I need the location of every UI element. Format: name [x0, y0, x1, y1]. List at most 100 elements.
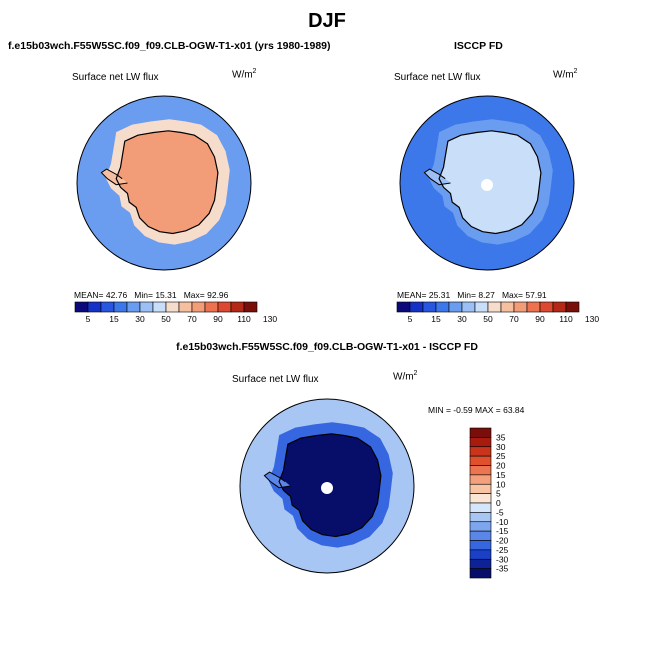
difference-colorbar-swatch-8 — [469, 502, 492, 513]
difference-coastline — [278, 433, 382, 538]
obs-max-label: Max= — [501, 290, 523, 300]
difference-colorbar-swatch-15 — [469, 568, 492, 579]
model-max-value: 92.96 — [207, 290, 229, 300]
obs-map-border — [399, 95, 575, 271]
difference-colorbar-swatch-3 — [469, 455, 492, 466]
model-colorbar-label-7: 130 — [263, 314, 277, 324]
model-colorbar-swatch-7 — [165, 301, 180, 313]
difference-colorbar-swatch-5 — [469, 474, 492, 485]
obs-colorbar-swatch-4 — [448, 301, 463, 313]
obs-colorbar-swatch-13 — [565, 301, 580, 313]
difference-colorbar-label-14: -35 — [496, 564, 509, 574]
model-max-label: Max= — [183, 290, 205, 300]
map-model — [76, 95, 252, 271]
obs-colorbar-label-2: 30 — [457, 314, 467, 324]
difference-colorbar-label-4: 15 — [496, 470, 506, 480]
difference-colorbar-label-9: -10 — [496, 517, 509, 527]
model-colorbar-swatch-6 — [152, 301, 167, 313]
model-units-base: W/m — [232, 69, 253, 81]
difference-colorbar-swatch-2 — [469, 446, 492, 457]
obs-max-value: 57.91 — [525, 290, 547, 300]
model-colorbar-label-4: 70 — [187, 314, 197, 324]
model-peninsula-field — [101, 169, 128, 185]
map-obs — [399, 95, 575, 271]
obs-colorbar-label-6: 110 — [559, 314, 573, 324]
obs-peninsula-field — [424, 169, 451, 185]
figure-title: DJF — [308, 10, 346, 32]
model-colorbar-swatch-13 — [243, 301, 258, 313]
difference-colorbar-swatch-4 — [469, 465, 492, 476]
model-colorbar-label-2: 30 — [135, 314, 145, 324]
difference-colorbar-label-13: -30 — [496, 554, 509, 564]
maps-layer — [76, 95, 575, 574]
model-continent-field — [116, 130, 218, 234]
obs-colorbar-label-1: 15 — [431, 314, 441, 324]
model-min-value: 15.31 — [155, 290, 177, 300]
model-colorbar-swatch-1 — [87, 301, 102, 313]
obs-colorbar-label-5: 90 — [535, 314, 545, 324]
difference-map-field — [240, 399, 414, 573]
obs-pole-missing — [481, 179, 493, 191]
difference-colorbar-label-3: 20 — [496, 461, 506, 471]
model-colorbar-label-3: 50 — [161, 314, 171, 324]
obs-panel-label: Surface net LW flux — [394, 72, 481, 83]
model-colorbar-label-0: 5 — [86, 314, 91, 324]
difference-colorbar-swatch-14 — [469, 558, 492, 569]
obs-colorbar-swatch-9 — [513, 301, 528, 313]
model-colorbar-swatch-12 — [230, 301, 245, 313]
difference-colorbar-label-1: 30 — [496, 442, 506, 452]
model-colorbar-swatch-9 — [191, 301, 206, 313]
map-difference — [239, 398, 415, 574]
model-colorbar-swatch-11 — [217, 301, 232, 313]
obs-stats: MEAN= 25.31 Min= 8.27 Max= 57.91 — [397, 290, 547, 300]
obs-colorbar-swatch-2 — [422, 301, 437, 313]
model-colorbar-label-5: 90 — [213, 314, 223, 324]
obs-colorbar-swatch-3 — [435, 301, 450, 313]
obs-coastline — [438, 130, 542, 235]
difference-colorbar-swatch-1 — [469, 437, 492, 448]
obs-colorbar-label-3: 50 — [483, 314, 493, 324]
obs-colorbar-label-7: 130 — [585, 314, 599, 324]
difference-colorbar-swatch-0 — [469, 427, 492, 438]
observation-title: ISCCP FD — [454, 40, 503, 52]
difference-peninsula-coastline — [263, 471, 291, 489]
model-map-border — [76, 95, 252, 271]
difference-colorbar-swatch-11 — [469, 530, 492, 541]
diff-panel-label: Surface net LW flux — [232, 374, 319, 385]
obs-colorbar-swatch-5 — [461, 301, 476, 313]
difference-colorbar-swatch-10 — [469, 521, 492, 532]
difference-colorbar-label-0: 35 — [496, 432, 506, 442]
obs-colorbar-swatch-11 — [539, 301, 554, 313]
model-coastline — [115, 130, 219, 235]
obs-colorbar-swatch-6 — [474, 301, 489, 313]
obs-peninsula-coastline — [423, 168, 451, 186]
obs-colorbar-swatch-1 — [409, 301, 424, 313]
diff-units-base: W/m — [393, 371, 414, 383]
model-colorbar-swatch-5 — [139, 301, 154, 313]
obs-colorbar-label-0: 5 — [408, 314, 413, 324]
model-case-title: f.e15b03wch.F55W5SC.f09_f09.CLB-OGW-T1-x… — [8, 40, 331, 52]
difference-colorbar-label-12: -25 — [496, 545, 509, 555]
model-units-exp: 2 — [252, 68, 257, 75]
colorbars-layer: 5 15 30 50 70 90 110 130 5 15 30 50 70 90 110 130353025… — [74, 301, 599, 579]
difference-colorbar-label-8: -5 — [496, 507, 504, 517]
diff-units-exp: 2 — [413, 370, 418, 377]
obs-units: W/m2 — [553, 68, 577, 80]
obs-colorbar: 5 15 30 50 70 90 110 130 — [396, 301, 599, 324]
difference-colorbar-label-2: 25 — [496, 451, 506, 461]
obs-min-label: Min= — [457, 290, 476, 300]
difference-map-border — [239, 398, 415, 574]
difference-colorbar-swatch-13 — [469, 549, 492, 560]
obs-colorbar-label-4: 70 — [509, 314, 519, 324]
difference-colorbar-label-5: 10 — [496, 479, 506, 489]
difference-colorbar-swatch-7 — [469, 493, 492, 504]
model-colorbar-swatch-2 — [100, 301, 115, 313]
obs-map-field — [400, 96, 574, 270]
difference-title: f.e15b03wch.F55W5SC.f09_f09.CLB-OGW-T1-x… — [176, 341, 478, 353]
diff-minmax: MIN = -0.59 MAX = 63.84 — [428, 405, 525, 415]
obs-colorbar-swatch-10 — [526, 301, 541, 313]
model-colorbar-swatch-8 — [178, 301, 193, 313]
model-colorbar-swatch-0 — [74, 301, 89, 313]
model-peninsula-coastline — [100, 168, 128, 186]
